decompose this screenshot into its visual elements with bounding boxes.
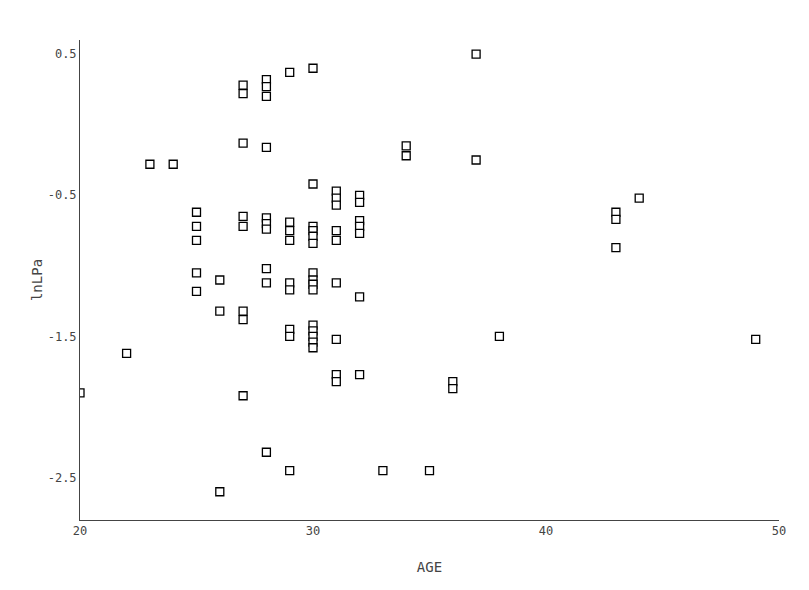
svg-text:30: 30	[306, 524, 320, 538]
svg-text:20: 20	[73, 524, 87, 538]
svg-text:lnLPa: lnLPa	[29, 259, 45, 301]
svg-text:-1.5: -1.5	[48, 330, 77, 344]
svg-text:0.5: 0.5	[55, 47, 77, 61]
svg-text:50: 50	[772, 524, 786, 538]
svg-text:40: 40	[539, 524, 553, 538]
svg-text:AGE: AGE	[417, 559, 442, 575]
svg-text:-0.5: -0.5	[48, 188, 77, 202]
svg-text:-2.5: -2.5	[48, 471, 77, 485]
